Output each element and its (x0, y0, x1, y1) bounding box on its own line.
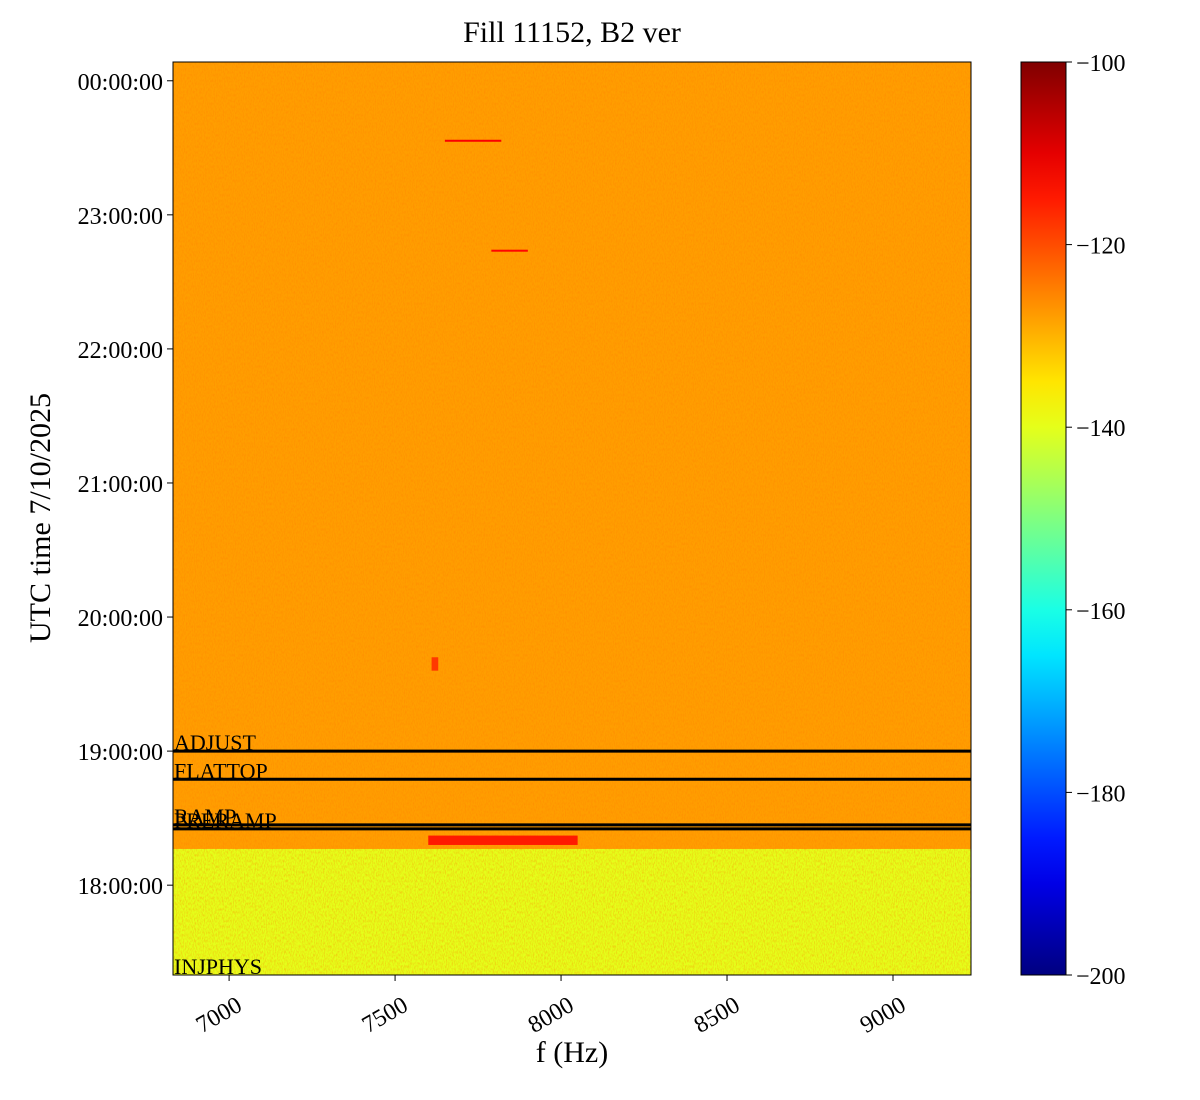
x-axis-label: f (Hz) (536, 1036, 608, 1069)
y-tick-label: 00:00:00 (78, 70, 163, 96)
colorbar-tick-label: −140 (1076, 416, 1126, 442)
chart-title: Fill 11152, B2 ver (463, 16, 681, 49)
event-label: FLATTOP (174, 758, 268, 783)
colorbar-tick-label: −200 (1076, 964, 1126, 990)
x-tick-label: 7000 (192, 992, 247, 1039)
spectrogram-cell (431, 657, 439, 671)
x-tick-label: 8500 (690, 992, 745, 1039)
spectrogram-cell (444, 139, 502, 142)
spectrogram-cell (428, 835, 578, 845)
colorbar-tick-label: −100 (1076, 51, 1126, 77)
y-tick-label: 20:00:00 (78, 606, 163, 632)
y-tick-label: 22:00:00 (78, 338, 163, 364)
y-axis-label: UTC time 7/10/2025 (24, 393, 57, 643)
event-label: INJPHYS (174, 954, 262, 979)
plot-area (173, 62, 971, 975)
event-label: RAMP (174, 804, 236, 829)
y-tick-label: 19:00:00 (78, 740, 163, 766)
noise-texture (173, 62, 971, 849)
colorbar-tick-label: −180 (1076, 781, 1126, 807)
plot-frame (172, 61, 972, 976)
event-label: ADJUST (174, 730, 256, 755)
y-tick-label: 21:00:00 (78, 472, 163, 498)
y-tick-label: 23:00:00 (78, 204, 163, 230)
y-tick-label: 18:00:00 (78, 874, 163, 900)
x-tick-label: 9000 (856, 992, 911, 1039)
x-tick-label: 7500 (358, 992, 413, 1039)
event-label: PRERAMP (174, 808, 277, 833)
colorbar (1020, 61, 1067, 976)
colorbar-tick-label: −120 (1076, 234, 1126, 260)
spectrogram-cell (491, 249, 528, 252)
colorbar-tick-label: −160 (1076, 599, 1126, 625)
x-tick-label: 8000 (524, 992, 579, 1039)
noise-texture (173, 848, 971, 975)
